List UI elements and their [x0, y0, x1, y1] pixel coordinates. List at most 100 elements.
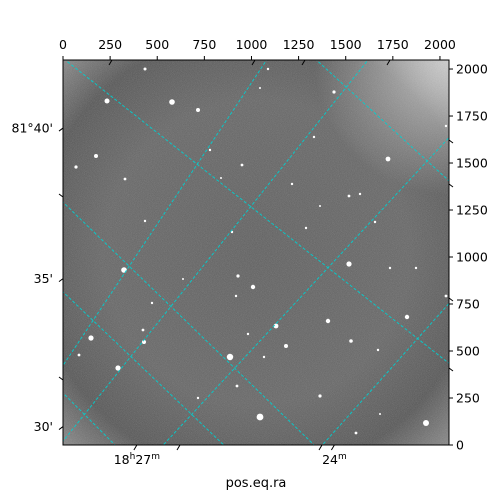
right-axis: 0 250 500 750 1000 1250 1500 1750 2000 [449, 62, 488, 453]
dec-axis: 81°40' 35' 30' [12, 121, 454, 434]
star [312, 135, 316, 139]
top-axis: 0 250 500 750 1000 1250 1500 1750 2000 [59, 37, 456, 60]
dec-minor-tick [58, 193, 64, 198]
top-tick-label: 500 [145, 37, 169, 52]
grid-line [162, 136, 449, 445]
star [141, 328, 145, 332]
grid-line [64, 60, 449, 365]
ra-minor-tick [318, 444, 323, 451]
star [256, 413, 264, 421]
dec-minor-tick [58, 376, 64, 381]
star [273, 323, 279, 329]
star [77, 353, 81, 357]
ra-tick-label: 18h27m [114, 452, 160, 467]
star [358, 192, 362, 196]
star [354, 431, 358, 435]
ra-minor-tick [301, 59, 306, 66]
dec-tick-label: 30' [34, 419, 53, 434]
star [196, 108, 200, 112]
star [226, 353, 234, 361]
top-tick-label: 1000 [236, 37, 268, 52]
star [262, 355, 266, 359]
star [74, 165, 78, 169]
star [414, 266, 418, 270]
star [88, 335, 94, 341]
ra-minor-tick [108, 59, 113, 66]
star [236, 274, 240, 278]
ra-tick-mark [330, 444, 335, 451]
ra-minor-tick [176, 444, 181, 451]
star [325, 318, 331, 324]
star [196, 396, 200, 400]
star [290, 182, 294, 186]
top-tick-label: 1500 [330, 37, 362, 52]
ra-axis: 18h27m 24m [108, 59, 391, 467]
star [444, 294, 448, 298]
grid-line [63, 60, 268, 367]
dec-minor-tick [448, 297, 454, 302]
star [385, 156, 391, 162]
star [246, 332, 250, 336]
ra-minor-tick [386, 59, 391, 66]
dec-tick-mark [58, 426, 64, 430]
dec-tick-label: 81°40' [12, 121, 54, 136]
right-tick-label: 750 [456, 297, 480, 312]
star [240, 163, 244, 167]
dec-minor-tick [448, 367, 454, 372]
star [150, 301, 154, 305]
ra-minor-tick [251, 59, 256, 66]
star [319, 205, 321, 207]
image-noise [63, 60, 449, 445]
dec-tick-label: 35' [34, 271, 53, 286]
top-tick-label: 1250 [283, 37, 315, 52]
star [444, 124, 448, 128]
plot-frame [62, 59, 450, 446]
grid-line [63, 392, 116, 445]
ra-tick-mark [133, 444, 138, 451]
star [379, 413, 381, 415]
ra-tick-label: 24m [322, 452, 347, 467]
star [123, 177, 127, 181]
star [250, 284, 256, 290]
star [104, 98, 110, 104]
star [143, 67, 147, 71]
coordinate-grid [63, 60, 449, 445]
top-tick-label: 750 [192, 37, 216, 52]
right-tick-label: 1500 [456, 156, 488, 171]
star [284, 344, 288, 348]
star [115, 365, 121, 371]
star [347, 194, 351, 198]
star [208, 148, 212, 152]
star [304, 226, 308, 230]
star [94, 154, 98, 158]
star [376, 348, 380, 352]
right-tick-label: 1750 [456, 109, 488, 124]
star [423, 420, 429, 426]
grid-line [63, 291, 225, 445]
star [332, 90, 336, 94]
dec-minor-tick [448, 183, 454, 188]
grid-line [63, 60, 369, 443]
star [182, 278, 184, 280]
star [220, 177, 222, 179]
right-tick-label: 0 [456, 438, 464, 453]
star [349, 339, 353, 343]
x-axis-title: pos.eq.ra [226, 476, 287, 491]
grid-line [63, 201, 315, 445]
star [169, 99, 175, 105]
dec-minor-tick [448, 139, 454, 144]
top-tick-label: 1750 [377, 37, 409, 52]
right-tick-label: 2000 [456, 62, 488, 77]
star [143, 219, 147, 223]
image-area [63, 60, 449, 445]
star [235, 384, 239, 388]
right-tick-label: 250 [456, 391, 480, 406]
right-tick-label: 1250 [456, 203, 488, 218]
top-tick-label: 2000 [424, 37, 456, 52]
dec-tick-mark [58, 278, 64, 283]
grid-line [321, 302, 449, 445]
star [404, 314, 410, 320]
top-tick-label: 0 [59, 37, 67, 52]
star [259, 87, 261, 89]
